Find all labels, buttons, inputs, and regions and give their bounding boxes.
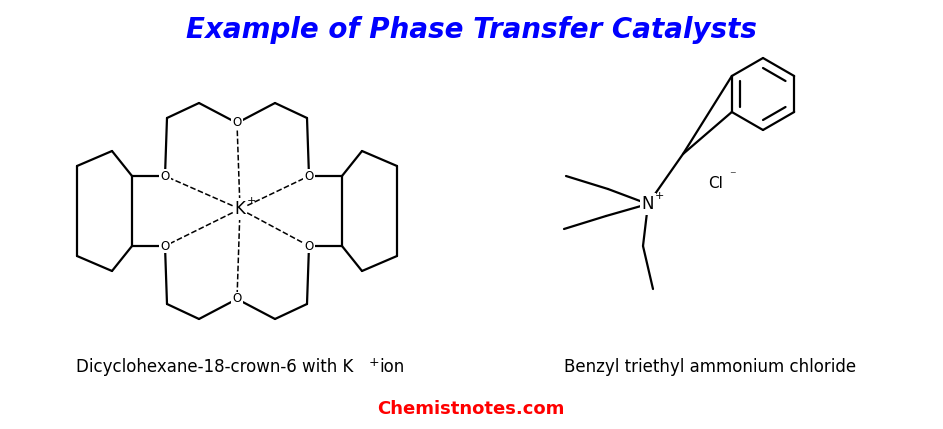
Text: O: O [160, 239, 170, 253]
Text: O: O [305, 239, 314, 253]
Text: O: O [232, 117, 241, 130]
Text: +: + [246, 196, 256, 206]
Text: Dicyclohexane-18-crown-6 with K: Dicyclohexane-18-crown-6 with K [76, 358, 354, 376]
Text: O: O [305, 169, 314, 182]
Text: Cl: Cl [708, 176, 723, 191]
Text: N: N [642, 195, 654, 213]
Text: Example of Phase Transfer Catalysts: Example of Phase Transfer Catalysts [186, 16, 756, 44]
Text: O: O [160, 169, 170, 182]
Text: O: O [232, 293, 241, 305]
Text: Chemistnotes.com: Chemistnotes.com [377, 400, 565, 418]
Text: +: + [369, 356, 379, 369]
Text: +: + [654, 191, 664, 201]
Text: ion: ion [379, 358, 405, 376]
Text: Benzyl triethyl ammonium chloride: Benzyl triethyl ammonium chloride [564, 358, 856, 376]
Text: K: K [235, 200, 245, 218]
Text: ⁻: ⁻ [729, 169, 736, 182]
